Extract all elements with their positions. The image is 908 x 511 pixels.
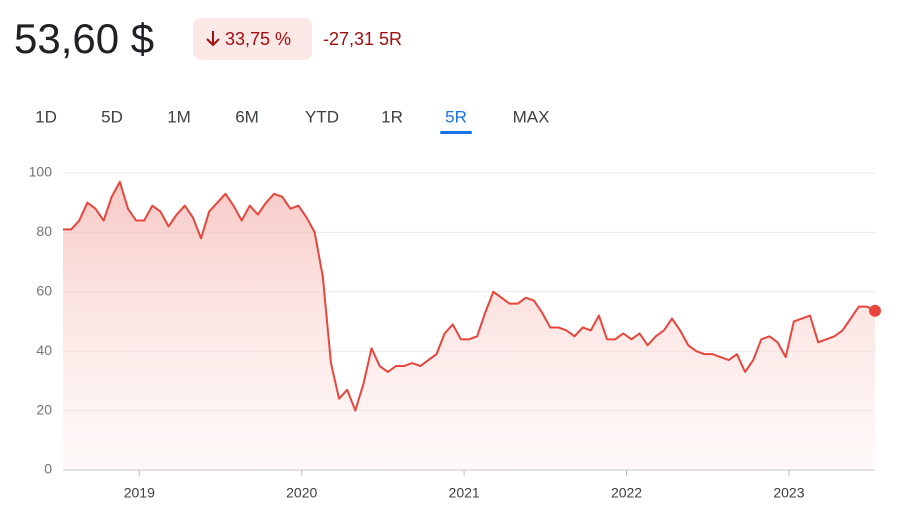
x-tick-label: 2023: [773, 485, 804, 501]
last-point: [869, 304, 881, 317]
y-tick-label: 100: [29, 164, 53, 180]
change-value: -27,31 5R: [323, 29, 402, 49]
y-tick-label: 40: [36, 342, 52, 358]
range-tabs: 1D 5D 1M 6M YTD 1R 5R MAX: [35, 107, 549, 134]
change-badge: [193, 18, 312, 60]
x-tick-label: 2020: [286, 485, 317, 501]
x-tick-label: 2022: [611, 485, 642, 501]
range-tab[interactable]: MAX: [513, 107, 550, 126]
plot: 0 20 40 60 80 100 2019 2020 2021 2022 2023: [29, 164, 881, 501]
price: 53,60 $: [14, 15, 154, 62]
y-tick-label: 0: [44, 461, 52, 477]
range-tab[interactable]: 6M: [235, 107, 259, 126]
down-arrow-icon: [206, 31, 220, 47]
range-tab[interactable]: 5D: [101, 107, 123, 126]
tab-underline: [440, 131, 472, 134]
range-tab[interactable]: 5R: [445, 107, 467, 126]
y-tick-label: 80: [36, 223, 52, 239]
x-tick-label: 2019: [124, 485, 155, 501]
y-tick-label: 60: [36, 283, 52, 299]
change-percent: 33,75 %: [225, 29, 291, 49]
range-tab[interactable]: YTD: [305, 107, 339, 126]
y-tick-label: 20: [36, 401, 52, 417]
range-tab[interactable]: 1M: [167, 107, 191, 126]
range-tab[interactable]: 1R: [381, 107, 403, 126]
range-tab[interactable]: 1D: [35, 107, 57, 126]
price-line: [63, 180, 876, 412]
x-tick-label: 2021: [449, 485, 480, 501]
area-fill: [63, 181, 875, 470]
